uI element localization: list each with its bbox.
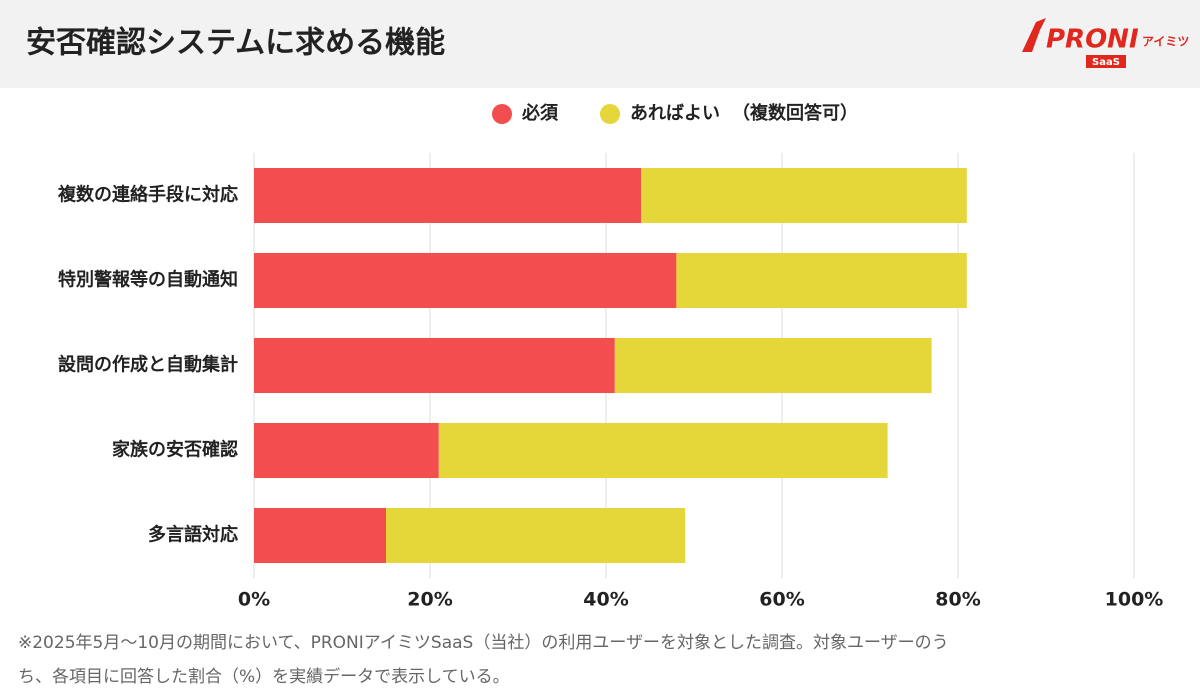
bar-segment: [254, 168, 642, 223]
x-tick-label: 0%: [238, 589, 270, 611]
y-tick-label: 多言語対応: [148, 524, 238, 546]
legend: 必須 あればよい （複数回答可）: [492, 102, 858, 124]
logo: PRONI アイミツ SaaS: [1022, 18, 1189, 68]
logo-kana: アイミツ: [1142, 35, 1189, 49]
x-tick-label: 100%: [1105, 589, 1164, 611]
bar-segment: [438, 423, 888, 478]
logo-badge-text: SaaS: [1092, 57, 1120, 68]
logo-icon: [1022, 18, 1046, 52]
footnote: ち、各項目に回答した割合（%）を実績データで表示している。: [18, 666, 510, 687]
bar-segment: [254, 338, 615, 393]
y-tick-label: 設問の作成と自動集計: [58, 354, 238, 376]
y-tick-label: 家族の安否確認: [112, 439, 238, 461]
bar-segment: [386, 508, 686, 563]
legend-swatch: [600, 104, 620, 124]
chart-title: 安否確認システムに求める機能: [26, 26, 445, 61]
x-tick-label: 60%: [759, 589, 804, 611]
legend-label: あればよい: [630, 103, 720, 124]
bar-segment: [254, 423, 439, 478]
x-tick-label: 40%: [583, 589, 628, 611]
y-tick-label: 特別警報等の自動通知: [58, 269, 238, 291]
bar-segment: [641, 168, 967, 223]
bar-segment: [614, 338, 932, 393]
logo-badge: [1086, 55, 1126, 68]
legend-note: （複数回答可）: [732, 102, 858, 124]
footnote: ※2025年5月〜10月の期間において、PRONIアイミツSaaS（当社）の利用…: [18, 633, 949, 653]
x-tick-label: 80%: [935, 589, 980, 611]
header-band: [0, 0, 1200, 88]
bar-segment: [254, 508, 386, 563]
legend-swatch: [492, 104, 512, 124]
y-tick-label: 複数の連絡手段に対応: [57, 184, 238, 206]
x-tick-label: 20%: [407, 589, 452, 611]
legend-label: 必須: [521, 102, 559, 124]
bar-segment: [676, 253, 967, 308]
bar-segment: [254, 253, 677, 308]
logo-brand: PRONI: [1046, 25, 1139, 55]
